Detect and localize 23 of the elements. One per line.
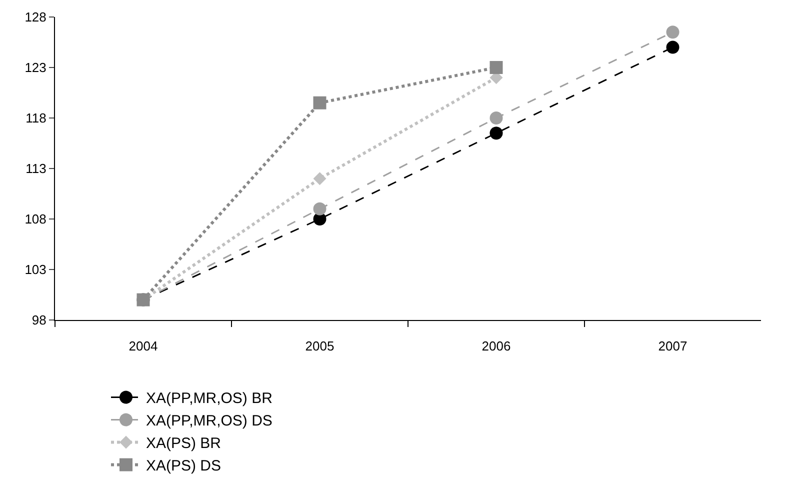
x-tick-label: 2007 — [658, 338, 688, 354]
point — [666, 40, 680, 54]
point — [313, 96, 326, 110]
point — [490, 61, 503, 74]
point — [313, 172, 326, 186]
point — [666, 26, 680, 39]
y-tick-label: 108 — [24, 212, 46, 227]
y-tick-label: 128 — [24, 10, 46, 25]
x-tick-label: 2006 — [482, 338, 511, 354]
point — [313, 202, 326, 216]
x-tick-label: 2005 — [305, 338, 334, 354]
y-tick-label: 118 — [26, 110, 46, 126]
x-tick-label: 2004 — [128, 338, 158, 354]
point — [490, 112, 503, 124]
y-tick-label: 123 — [24, 60, 46, 76]
y-tick-label: 98 — [32, 312, 46, 328]
y-tick-label: 113 — [26, 161, 46, 176]
legend-label: XA(PS) DS — [146, 458, 222, 475]
point — [490, 126, 503, 140]
y-tick-label: 103 — [24, 262, 46, 278]
legend-label: XA(PS) BR — [146, 435, 222, 452]
legend-label: XA(PP,MR,OS) DS — [146, 412, 272, 430]
legend-label: XA(PP,MR,OS) BR — [146, 390, 273, 408]
